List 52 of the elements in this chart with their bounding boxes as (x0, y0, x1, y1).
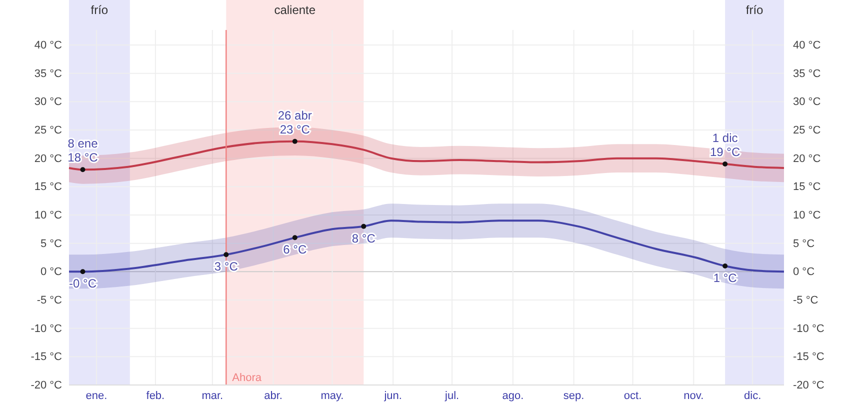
x-tick-label: feb. (146, 390, 165, 402)
y2-tick-label: 20 °C (793, 152, 821, 165)
annotation: 1 dic (712, 131, 738, 145)
y2-tick-label: 30 °C (793, 96, 821, 108)
x-tick-label: ago. (502, 390, 524, 402)
x-tick-label: jul. (444, 390, 460, 402)
band-label: caliente (274, 3, 316, 17)
y-tick-label: 30 °C (34, 96, 62, 108)
band-label: frío (746, 3, 764, 17)
y-tick-label: 35 °C (34, 68, 62, 80)
y2-tick-label: 40 °C (793, 40, 821, 52)
band-label: frío (90, 3, 108, 17)
y-tick-label: 5 °C (40, 238, 62, 250)
y-tick-label: 20 °C (34, 152, 62, 165)
y-tick-label: -20 °C (30, 380, 62, 392)
y-tick-label: 40 °C (34, 40, 62, 52)
annotation: 26 abr (278, 108, 312, 122)
annotation: 19 °C (710, 145, 740, 159)
x-tick-label: oct. (624, 390, 642, 402)
annotation: 23 °C (280, 122, 310, 136)
y2-tick-label: -10 °C (793, 322, 824, 335)
y-tick-label: 0 °C (40, 266, 62, 278)
y2-tick-label: 5 °C (793, 238, 815, 250)
x-tick-label: jun. (383, 390, 402, 402)
y2-tick-label: 0 °C (793, 266, 815, 278)
y-tick-label: -5 °C (36, 294, 62, 307)
y-tick-label: -10 °C (30, 322, 62, 335)
annotation: 1 °C (713, 271, 738, 285)
annotation: 8 ene (68, 136, 98, 151)
annotation: 6 °C (283, 242, 307, 257)
y2-tick-label: -5 °C (793, 294, 818, 307)
y-tick-label: 25 °C (34, 124, 62, 137)
x-tick-label: mar. (202, 390, 224, 402)
annotation: 8 °C (352, 231, 376, 246)
x-tick-label: nov. (684, 390, 704, 402)
y2-tick-label: 35 °C (793, 68, 821, 80)
x-tick-label: may. (320, 390, 344, 402)
annotation: 18 °C (68, 150, 98, 165)
y2-tick-label: 25 °C (793, 124, 821, 137)
annotation: -0 °C (69, 276, 97, 291)
x-tick-label: dic. (744, 390, 762, 402)
y2-tick-label: 10 °C (793, 210, 821, 222)
y-tick-label: -15 °C (30, 351, 62, 364)
y-tick-label: 10 °C (34, 210, 62, 222)
ref-line-label: Ahora (232, 372, 262, 384)
x-tick-label: sep. (563, 390, 584, 402)
y-tick-label: 15 °C (34, 181, 62, 194)
y2-tick-label: -15 °C (793, 351, 824, 364)
y2-tick-label: -20 °C (793, 380, 824, 392)
x-tick-label: ene. (86, 390, 108, 402)
x-tick-label: abr. (264, 390, 282, 402)
y2-tick-label: 15 °C (793, 181, 821, 194)
